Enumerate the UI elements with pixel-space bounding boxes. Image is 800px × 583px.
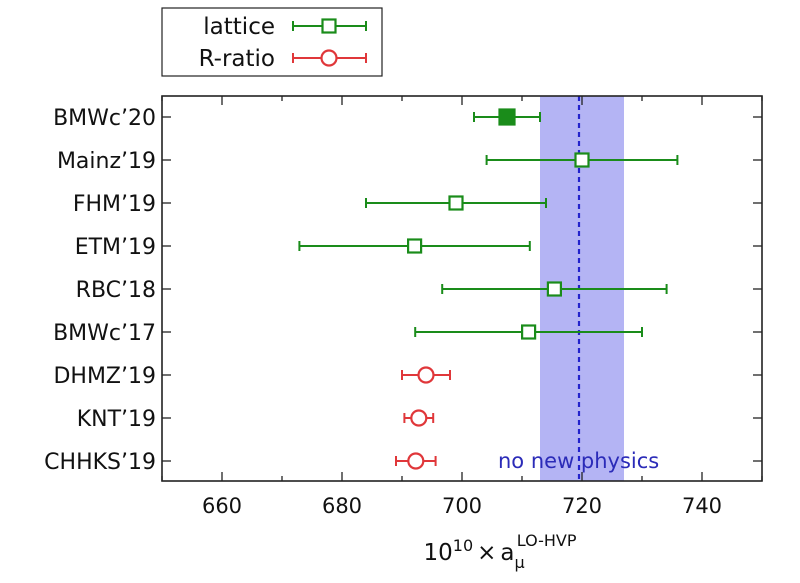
point-marker [410,409,428,427]
data-point [441,281,668,297]
legend-sample [292,18,367,34]
category-label: Mainz’19 [57,149,156,174]
annotation-text: no new physics [498,449,659,473]
point-marker [448,195,464,211]
data-point [485,152,679,168]
category-label: BMWc’20 [53,106,156,131]
legend-label-r-ratio: R-ratio [199,46,275,72]
x-axis-label-times: × [477,540,496,566]
x-axis-label-superscript: LO-HVP [517,531,577,550]
plot-area: no new physics 660 680 700 720 740 BMWc’20 Mai… [44,95,763,518]
point-marker [498,108,516,126]
point-marker [546,281,563,297]
x-tick-label: 740 [682,494,722,518]
point-marker [520,324,537,340]
x-tick-label: 720 [562,494,602,518]
legend-sample [292,49,367,67]
legend-marker [320,49,338,67]
data-point [401,366,451,384]
category-label: RBC’18 [76,278,156,303]
points-layer [298,108,679,470]
legend-marker [321,18,337,34]
tick-layer: 660 680 700 720 740 BMWc’20 Mainz’19 FHM’19 ETM’… [44,96,763,518]
data-point [395,452,437,470]
point-marker [574,152,590,168]
x-tick-label: 700 [442,494,482,518]
x-tick-label: 660 [202,494,242,518]
x-axis-label-exponent: 10 [453,536,473,555]
legend-frame [161,7,383,77]
data-point [298,238,531,254]
category-label: ETM’19 [75,235,156,260]
legend-label-lattice: lattice [203,14,275,40]
category-label: CHHKS’19 [44,450,156,475]
x-tick-label: 680 [322,494,362,518]
data-point [473,108,541,126]
point-marker [407,238,423,254]
x-axis-label-symbol: a [500,540,514,566]
legend-marks [292,18,367,67]
x-axis-label: 1010 × aμLO-HVP [424,531,577,572]
point-marker [417,366,435,384]
legend: lattice R-ratio [161,7,383,77]
point-marker [407,452,425,470]
x-axis-label-base: 10 [424,540,453,566]
data-point [403,409,435,427]
x-axis-label-subscript: μ [515,553,525,572]
data-point [365,195,547,211]
data-point [414,324,643,340]
category-label: KNT’19 [77,407,156,432]
category-label: BMWc’17 [53,321,156,346]
category-label: FHM’19 [73,192,156,217]
category-label: DHMZ’19 [53,364,156,389]
